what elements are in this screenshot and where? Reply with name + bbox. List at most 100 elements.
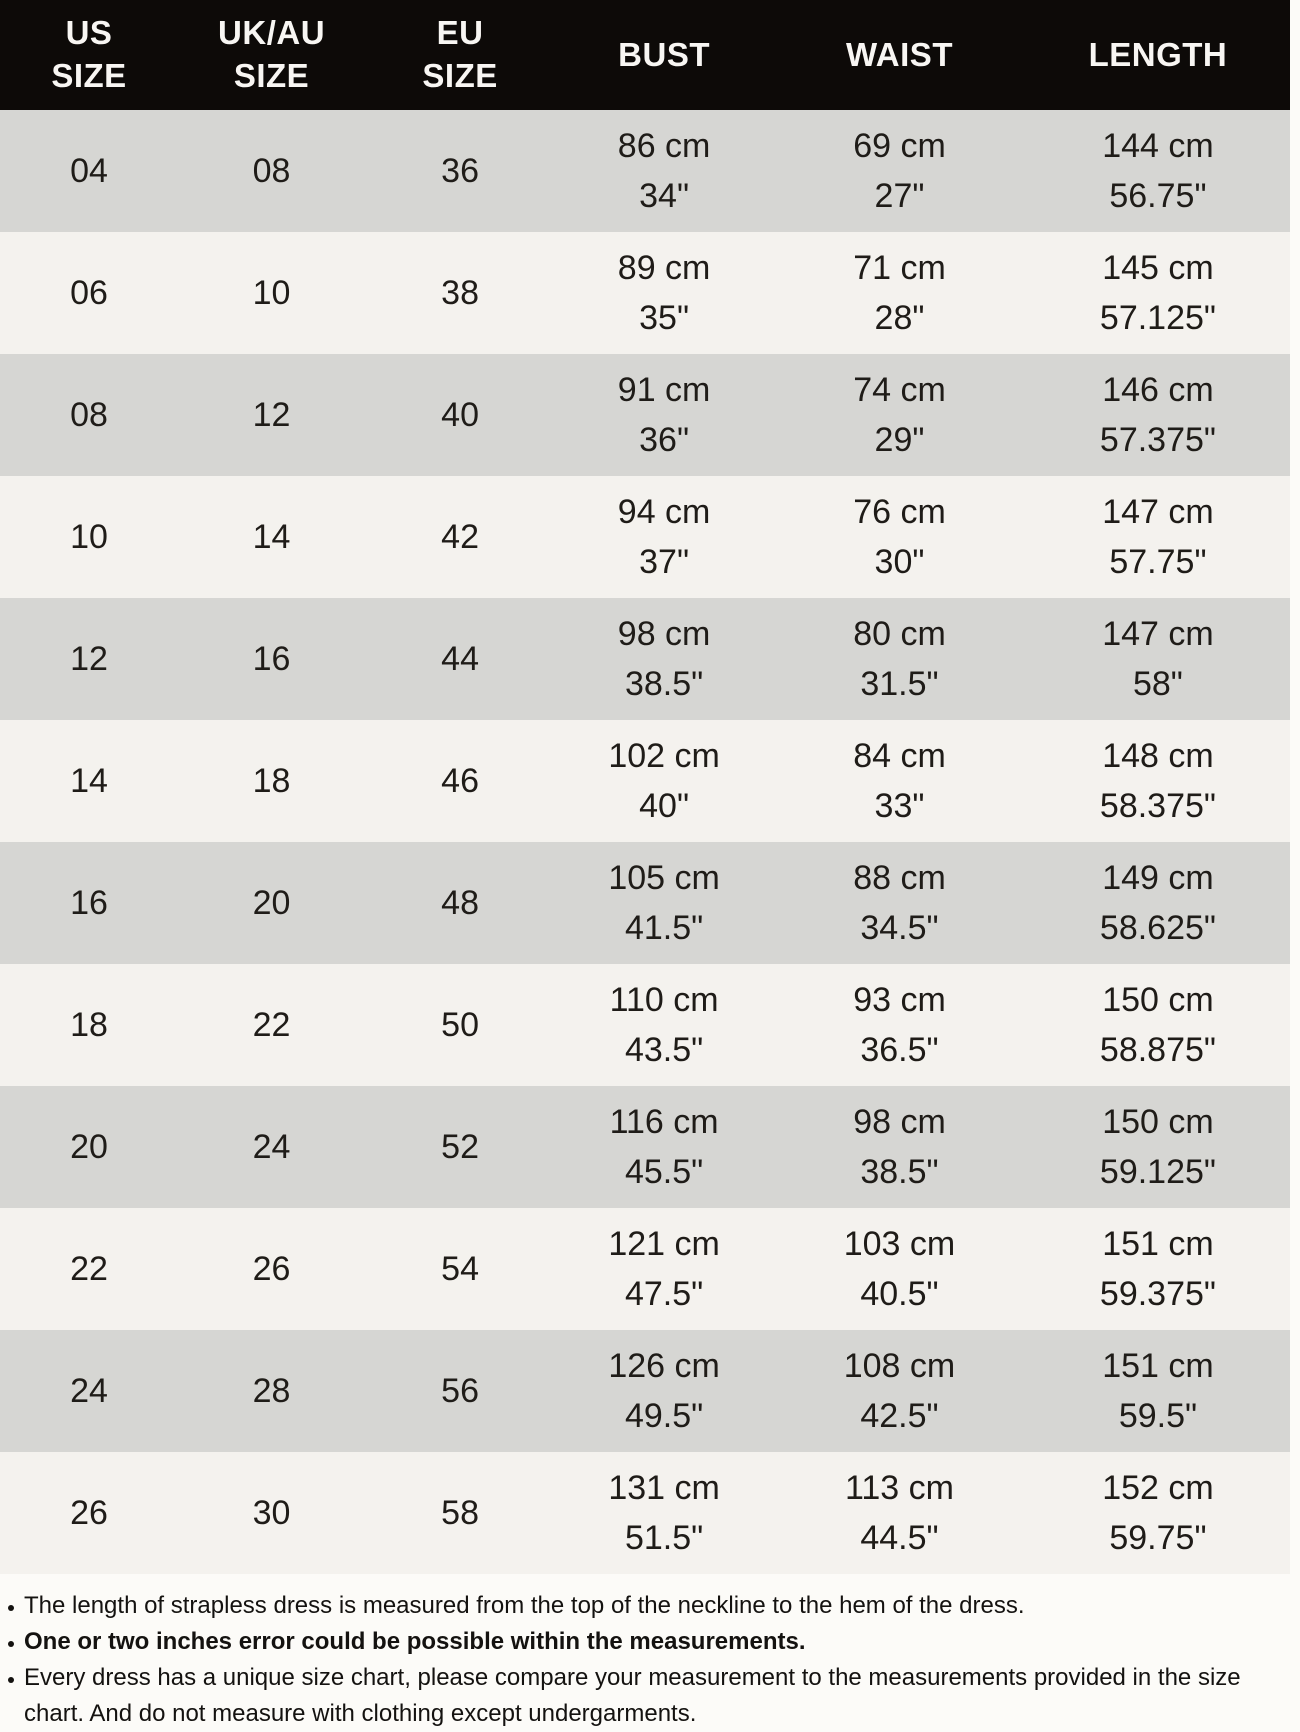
cell-waist: 69 cm 27" [853, 127, 946, 215]
cell-length: 145 cm 57.125" [1099, 249, 1216, 337]
cell-eu-size: 44 [441, 640, 479, 678]
measurement-notes: The length of strapless dress is measure… [0, 1574, 1300, 1732]
cell-bust: 89 cm 35" [617, 249, 711, 337]
cell-length: 149 cm 58.625" [1099, 859, 1216, 947]
table-row: 18 22 50 110 cm 43.5" 93 cm 36.5" 150 cm… [0, 964, 1290, 1086]
table-header-row: US SIZE UK/AU SIZE EU SIZE BUST WAIST LE… [0, 0, 1290, 110]
cell-bust: 110 cm 43.5" [609, 981, 719, 1069]
column-header-ukau-size: UK/AU SIZE [218, 14, 326, 94]
table-row: 20 24 52 116 cm 45.5" 98 cm 38.5" 150 cm… [0, 1086, 1290, 1208]
cell-us-size: 16 [70, 884, 108, 922]
cell-bust: 91 cm 36" [617, 371, 711, 459]
cell-ukau-size: 18 [252, 762, 291, 800]
note-item: The length of strapless dress is measure… [8, 1588, 1286, 1624]
cell-eu-size: 46 [441, 762, 479, 800]
cell-waist: 84 cm 33" [853, 737, 946, 825]
table-row: 12 16 44 98 cm 38.5" 80 cm 31.5" 147 cm … [0, 598, 1290, 720]
cell-eu-size: 50 [441, 1006, 479, 1044]
cell-bust: 131 cm 51.5" [608, 1469, 720, 1557]
cell-bust: 102 cm 40" [608, 737, 720, 825]
cell-eu-size: 38 [441, 274, 479, 312]
column-header-length: LENGTH [1088, 35, 1228, 73]
cell-us-size: 10 [70, 518, 108, 556]
cell-bust: 116 cm 45.5" [609, 1103, 719, 1191]
cell-bust: 126 cm 49.5" [608, 1347, 720, 1435]
bullet-icon [8, 1641, 14, 1647]
cell-us-size: 12 [70, 640, 108, 678]
cell-length: 150 cm 59.125" [1099, 1103, 1216, 1191]
bullet-icon [8, 1677, 14, 1683]
cell-waist: 74 cm 29" [853, 371, 946, 459]
cell-length: 147 cm 57.75" [1102, 493, 1214, 581]
table-row: 26 30 58 131 cm 51.5" 113 cm 44.5" 152 c… [0, 1452, 1290, 1574]
cell-us-size: 20 [70, 1128, 108, 1166]
note-item: Every dress has a unique size chart, ple… [8, 1660, 1286, 1732]
cell-waist: 93 cm 36.5" [853, 981, 946, 1069]
cell-eu-size: 40 [441, 396, 479, 434]
cell-ukau-size: 24 [252, 1128, 291, 1166]
cell-us-size: 22 [70, 1250, 108, 1288]
table-row: 22 26 54 121 cm 47.5" 103 cm 40.5" 151 c… [0, 1208, 1290, 1330]
cell-us-size: 06 [70, 274, 108, 312]
table-row: 08 12 40 91 cm 36" 74 cm 29" 146 cm 57.3… [0, 354, 1290, 476]
cell-eu-size: 56 [441, 1372, 479, 1410]
cell-ukau-size: 20 [252, 884, 291, 922]
cell-waist: 103 cm 40.5" [843, 1225, 956, 1313]
column-header-waist: WAIST [845, 35, 953, 73]
bullet-icon [8, 1605, 14, 1611]
cell-ukau-size: 08 [252, 152, 291, 190]
cell-length: 151 cm 59.375" [1099, 1225, 1216, 1313]
cell-ukau-size: 28 [252, 1372, 291, 1410]
cell-ukau-size: 22 [252, 1006, 291, 1044]
cell-eu-size: 52 [441, 1128, 479, 1166]
column-header-us-size: US SIZE [51, 14, 127, 94]
table-row: 10 14 42 94 cm 37" 76 cm 30" 147 cm 57.7… [0, 476, 1290, 598]
size-table: US SIZE UK/AU SIZE EU SIZE BUST WAIST LE… [0, 0, 1290, 1574]
cell-ukau-size: 30 [252, 1494, 291, 1532]
cell-waist: 113 cm 44.5" [845, 1469, 954, 1557]
table-row: 16 20 48 105 cm 41.5" 88 cm 34.5" 149 cm… [0, 842, 1290, 964]
cell-us-size: 14 [70, 762, 108, 800]
column-header-eu-size: EU SIZE [422, 14, 498, 94]
table-row: 24 28 56 126 cm 49.5" 108 cm 42.5" 151 c… [0, 1330, 1290, 1452]
cell-eu-size: 42 [441, 518, 479, 556]
note-text: Every dress has a unique size chart, ple… [24, 1664, 1241, 1727]
cell-eu-size: 48 [441, 884, 479, 922]
cell-us-size: 04 [70, 152, 108, 190]
cell-length: 144 cm 56.75" [1102, 127, 1214, 215]
cell-length: 152 cm 59.75" [1102, 1469, 1214, 1557]
note-text: One or two inches error could be possibl… [24, 1628, 806, 1655]
cell-bust: 94 cm 37" [617, 493, 711, 581]
cell-ukau-size: 12 [252, 396, 291, 434]
cell-bust: 86 cm 34" [617, 127, 711, 215]
cell-ukau-size: 14 [252, 518, 291, 556]
cell-waist: 108 cm 42.5" [843, 1347, 956, 1435]
cell-waist: 71 cm 28" [853, 249, 946, 337]
cell-us-size: 26 [70, 1494, 108, 1532]
cell-eu-size: 54 [441, 1250, 479, 1288]
cell-ukau-size: 16 [252, 640, 291, 678]
cell-ukau-size: 10 [252, 274, 291, 312]
note-item: One or two inches error could be possibl… [8, 1624, 1286, 1660]
cell-eu-size: 58 [441, 1494, 479, 1532]
cell-waist: 80 cm 31.5" [853, 615, 946, 703]
column-header-bust: BUST [618, 35, 710, 73]
table-row: 04 08 36 86 cm 34" 69 cm 27" 144 cm 56.7… [0, 110, 1290, 232]
cell-bust: 105 cm 41.5" [608, 859, 720, 947]
cell-us-size: 24 [70, 1372, 108, 1410]
cell-length: 151 cm 59.5" [1102, 1347, 1214, 1435]
cell-ukau-size: 26 [252, 1250, 291, 1288]
cell-length: 148 cm 58.375" [1099, 737, 1216, 825]
cell-us-size: 18 [70, 1006, 108, 1044]
cell-eu-size: 36 [441, 152, 479, 190]
cell-length: 146 cm 57.375" [1099, 371, 1216, 459]
cell-bust: 121 cm 47.5" [608, 1225, 720, 1313]
note-text: The length of strapless dress is measure… [24, 1592, 1025, 1619]
cell-length: 147 cm 58" [1102, 615, 1214, 703]
cell-waist: 88 cm 34.5" [853, 859, 946, 947]
table-row: 06 10 38 89 cm 35" 71 cm 28" 145 cm 57.1… [0, 232, 1290, 354]
cell-bust: 98 cm 38.5" [617, 615, 711, 703]
cell-length: 150 cm 58.875" [1099, 981, 1216, 1069]
cell-waist: 98 cm 38.5" [853, 1103, 946, 1191]
